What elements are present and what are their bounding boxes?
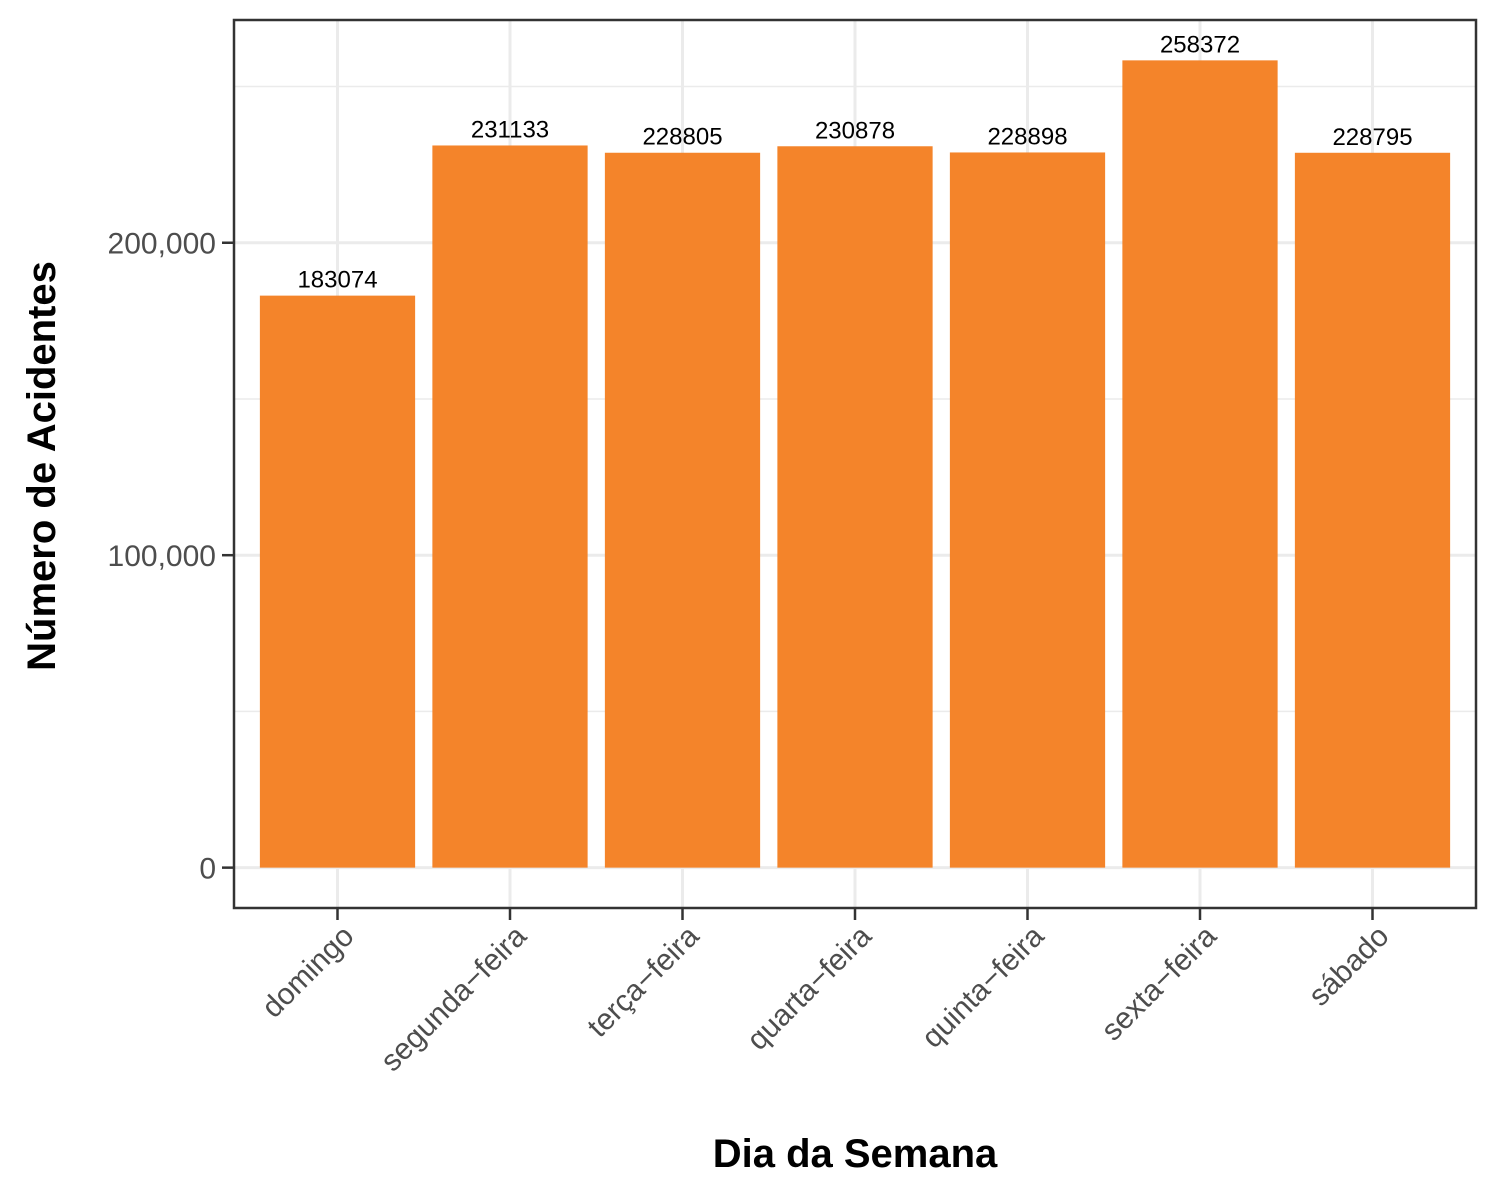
bar-value-label-4: 228898 (987, 123, 1067, 150)
bar-value-labels: 183074 231133 228805 230878 228898 258372 2287… (297, 31, 1412, 293)
bar-6 (1294, 152, 1451, 868)
bar-value-label-2: 228805 (642, 124, 722, 151)
y-tick-label: 0 (199, 853, 216, 886)
x-axis-title: Dia da Semana (713, 1132, 998, 1176)
bar-1 (432, 145, 588, 868)
bar-value-label-1: 231133 (471, 116, 549, 143)
bar-value-label-3: 230878 (815, 117, 895, 144)
bar-value-label-5: 258372 (1160, 31, 1240, 58)
bar-0 (259, 295, 416, 868)
y-axis: 0 100,000 200,000 (108, 228, 234, 886)
bar-3 (777, 146, 933, 868)
bar-2 (604, 152, 761, 868)
y-tick-label: 100,000 (108, 540, 216, 573)
bars (259, 60, 1451, 868)
bar-4 (949, 152, 1106, 868)
y-axis-title: Número de Acidentes (20, 261, 64, 671)
y-tick-label: 200,000 (108, 228, 216, 261)
bar-5 (1122, 60, 1278, 868)
bar-value-label-0: 183074 (297, 267, 377, 294)
bar-value-label-6: 228795 (1332, 124, 1412, 151)
